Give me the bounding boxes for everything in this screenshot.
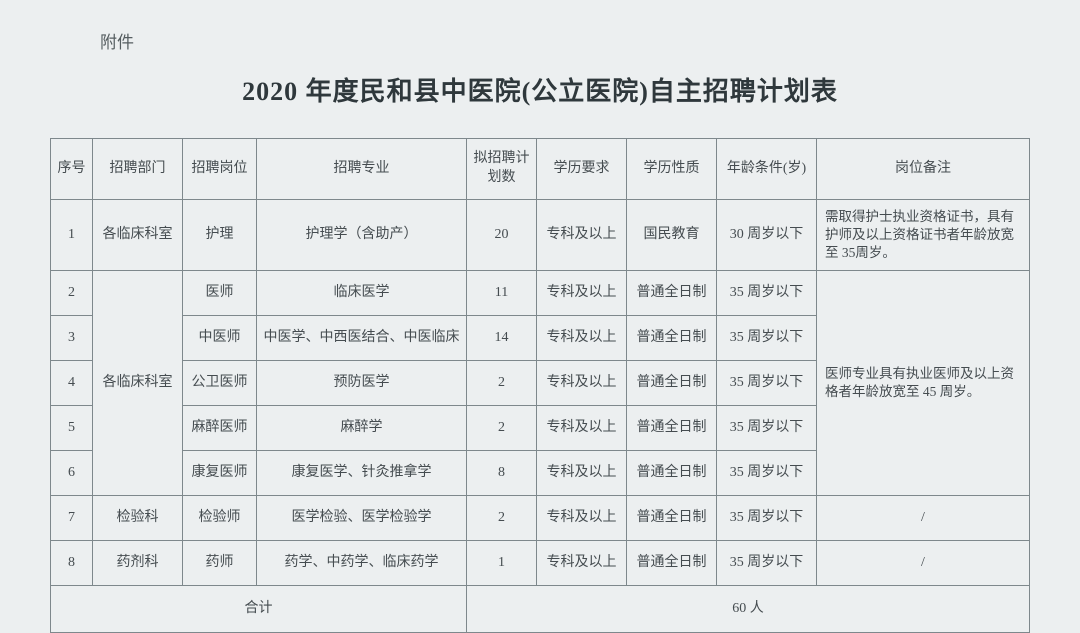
cell-idx: 2 (51, 271, 93, 316)
cell-edu: 专科及以上 (537, 271, 627, 316)
cell-dept: 检验科 (93, 496, 183, 541)
cell-post: 麻醉医师 (183, 406, 257, 451)
cell-age: 35 周岁以下 (717, 316, 817, 361)
cell-etype: 国民教育 (627, 200, 717, 271)
th-major: 招聘专业 (257, 139, 467, 200)
cell-count: 2 (467, 361, 537, 406)
cell-count: 14 (467, 316, 537, 361)
cell-major: 中医学、中西医结合、中医临床 (257, 316, 467, 361)
cell-post: 药师 (183, 541, 257, 586)
total-value: 60 人 (467, 586, 1030, 633)
table-row: 1 各临床科室 护理 护理学（含助产） 20 专科及以上 国民教育 30 周岁以… (51, 200, 1030, 271)
cell-major: 麻醉学 (257, 406, 467, 451)
cell-edu: 专科及以上 (537, 361, 627, 406)
cell-etype: 普通全日制 (627, 316, 717, 361)
cell-count: 11 (467, 271, 537, 316)
table-row: 8 药剂科 药师 药学、中药学、临床药学 1 专科及以上 普通全日制 35 周岁… (51, 541, 1030, 586)
th-etype: 学历性质 (627, 139, 717, 200)
cell-dept: 各临床科室 (93, 200, 183, 271)
cell-age: 35 周岁以下 (717, 451, 817, 496)
cell-count: 2 (467, 496, 537, 541)
page-title: 2020 年度民和县中医院(公立医院)自主招聘计划表 (50, 71, 1030, 108)
cell-post: 中医师 (183, 316, 257, 361)
cell-major: 预防医学 (257, 361, 467, 406)
cell-dept: 药剂科 (93, 541, 183, 586)
table-row: 7 检验科 检验师 医学检验、医学检验学 2 专科及以上 普通全日制 35 周岁… (51, 496, 1030, 541)
cell-major: 药学、中药学、临床药学 (257, 541, 467, 586)
cell-post: 医师 (183, 271, 257, 316)
table-row: 2 各临床科室 医师 临床医学 11 专科及以上 普通全日制 35 周岁以下 医… (51, 271, 1030, 316)
cell-edu: 专科及以上 (537, 316, 627, 361)
cell-idx: 1 (51, 200, 93, 271)
cell-edu: 专科及以上 (537, 200, 627, 271)
document-sheet: 附件 2020 年度民和县中医院(公立医院)自主招聘计划表 序号 招聘部门 招聘… (0, 0, 1080, 589)
cell-age: 35 周岁以下 (717, 271, 817, 316)
th-dept: 招聘部门 (93, 139, 183, 200)
table-header-row: 序号 招聘部门 招聘岗位 招聘专业 拟招聘计划数 学历要求 学历性质 年龄条件(… (51, 139, 1030, 200)
recruitment-table: 序号 招聘部门 招聘岗位 招聘专业 拟招聘计划数 学历要求 学历性质 年龄条件(… (50, 138, 1030, 633)
cell-edu: 专科及以上 (537, 451, 627, 496)
cell-idx: 5 (51, 406, 93, 451)
cell-age: 35 周岁以下 (717, 496, 817, 541)
cell-major: 医学检验、医学检验学 (257, 496, 467, 541)
cell-edu: 专科及以上 (537, 496, 627, 541)
cell-age: 30 周岁以下 (717, 200, 817, 271)
cell-etype: 普通全日制 (627, 406, 717, 451)
cell-count: 1 (467, 541, 537, 586)
cell-etype: 普通全日制 (627, 451, 717, 496)
cell-etype: 普通全日制 (627, 496, 717, 541)
cell-age: 35 周岁以下 (717, 541, 817, 586)
th-idx: 序号 (51, 139, 93, 200)
cell-idx: 6 (51, 451, 93, 496)
cell-idx: 7 (51, 496, 93, 541)
cell-dept-merged: 各临床科室 (93, 271, 183, 496)
cell-note: / (817, 541, 1030, 586)
cell-age: 35 周岁以下 (717, 361, 817, 406)
cell-note: 需取得护士执业资格证书，具有护师及以上资格证书者年龄放宽至 35周岁。 (817, 200, 1030, 271)
th-age: 年龄条件(岁) (717, 139, 817, 200)
cell-etype: 普通全日制 (627, 271, 717, 316)
cell-count: 20 (467, 200, 537, 271)
th-count: 拟招聘计划数 (467, 139, 537, 200)
cell-count: 8 (467, 451, 537, 496)
th-post: 招聘岗位 (183, 139, 257, 200)
total-label: 合计 (51, 586, 467, 633)
cell-idx: 4 (51, 361, 93, 406)
cell-major: 康复医学、针灸推拿学 (257, 451, 467, 496)
cell-etype: 普通全日制 (627, 361, 717, 406)
th-note: 岗位备注 (817, 139, 1030, 200)
cell-note-merged: 医师专业具有执业医师及以上资格者年龄放宽至 45 周岁。 (817, 271, 1030, 496)
cell-post: 护理 (183, 200, 257, 271)
cell-major: 护理学（含助产） (257, 200, 467, 271)
cell-post: 检验师 (183, 496, 257, 541)
cell-age: 35 周岁以下 (717, 406, 817, 451)
cell-count: 2 (467, 406, 537, 451)
cell-edu: 专科及以上 (537, 541, 627, 586)
cell-idx: 3 (51, 316, 93, 361)
cell-major: 临床医学 (257, 271, 467, 316)
cell-etype: 普通全日制 (627, 541, 717, 586)
table-total-row: 合计 60 人 (51, 586, 1030, 633)
attachment-label: 附件 (100, 28, 1030, 53)
cell-post: 康复医师 (183, 451, 257, 496)
th-edu: 学历要求 (537, 139, 627, 200)
cell-post: 公卫医师 (183, 361, 257, 406)
cell-note: / (817, 496, 1030, 541)
cell-edu: 专科及以上 (537, 406, 627, 451)
cell-idx: 8 (51, 541, 93, 586)
